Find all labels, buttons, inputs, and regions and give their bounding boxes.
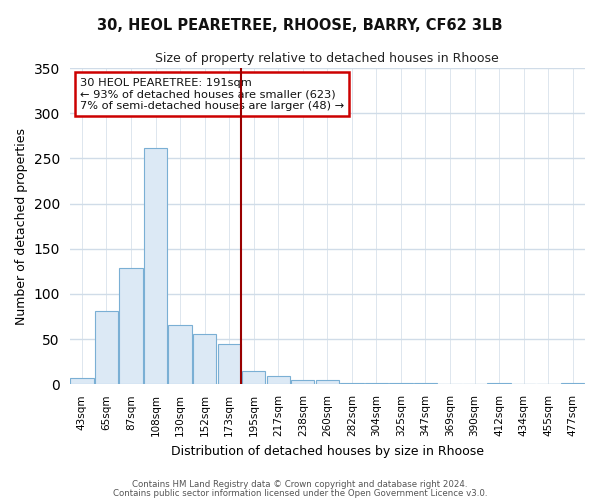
Bar bbox=[95, 311, 118, 384]
Bar bbox=[291, 380, 314, 384]
X-axis label: Distribution of detached houses by size in Rhoose: Distribution of detached houses by size … bbox=[171, 444, 484, 458]
Bar bbox=[144, 148, 167, 384]
Text: Contains HM Land Registry data © Crown copyright and database right 2024.: Contains HM Land Registry data © Crown c… bbox=[132, 480, 468, 489]
Text: Contains public sector information licensed under the Open Government Licence v3: Contains public sector information licen… bbox=[113, 488, 487, 498]
Bar bbox=[242, 371, 265, 384]
Text: 30 HEOL PEARETREE: 191sqm
← 93% of detached houses are smaller (623)
7% of semi-: 30 HEOL PEARETREE: 191sqm ← 93% of detac… bbox=[80, 78, 344, 110]
Bar bbox=[316, 380, 339, 384]
Bar bbox=[218, 344, 241, 384]
Bar bbox=[340, 382, 364, 384]
Bar bbox=[169, 324, 192, 384]
Bar bbox=[266, 376, 290, 384]
Bar bbox=[119, 268, 143, 384]
Y-axis label: Number of detached properties: Number of detached properties bbox=[15, 128, 28, 324]
Bar bbox=[193, 334, 216, 384]
Bar bbox=[70, 378, 94, 384]
Bar bbox=[561, 382, 584, 384]
Text: 30, HEOL PEARETREE, RHOOSE, BARRY, CF62 3LB: 30, HEOL PEARETREE, RHOOSE, BARRY, CF62 … bbox=[97, 18, 503, 32]
Title: Size of property relative to detached houses in Rhoose: Size of property relative to detached ho… bbox=[155, 52, 499, 66]
